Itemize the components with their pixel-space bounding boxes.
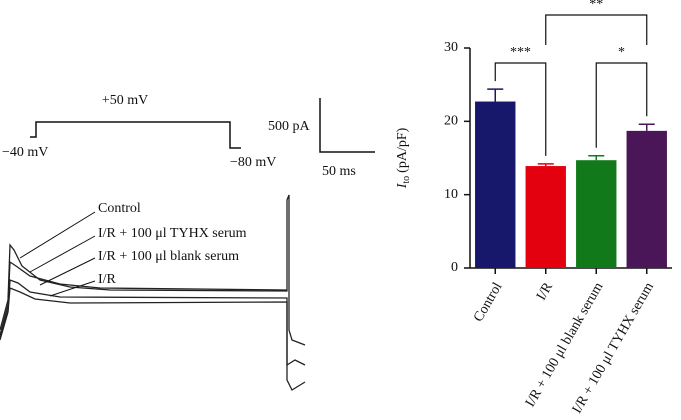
protocol-label: +50 mV xyxy=(102,93,148,108)
protocol-label: −80 mV xyxy=(230,155,276,170)
voltage-protocol xyxy=(30,121,241,149)
significance-bracket xyxy=(494,62,547,156)
scale-label: 50 ms xyxy=(322,164,356,179)
trace-label: I/R xyxy=(98,272,117,287)
bar xyxy=(525,166,566,268)
y-tick-label: 30 xyxy=(444,40,458,55)
trace-leaders xyxy=(19,211,96,297)
significance-bracket xyxy=(545,14,648,45)
x-tick-label: Control xyxy=(471,280,505,325)
trace-label: Control xyxy=(98,201,141,216)
significance-bracket xyxy=(595,62,648,148)
trace-label: I/R + 100 μl TYHX serum xyxy=(98,226,247,241)
bar xyxy=(576,160,617,268)
significance-label: * xyxy=(618,45,625,60)
significance-label: *** xyxy=(510,45,531,60)
y-axis-label: Ito(pA/pF) xyxy=(395,127,412,189)
bar xyxy=(475,101,516,269)
scale-bar xyxy=(319,98,375,153)
current-traces xyxy=(0,194,306,391)
y-tick-label: 0 xyxy=(451,260,458,275)
trace-label: I/R + 100 μl blank serum xyxy=(98,249,239,264)
bar xyxy=(626,130,667,268)
protocol-label: −40 mV xyxy=(2,145,48,160)
scale-label: 500 pA xyxy=(268,119,311,134)
y-tick-label: 20 xyxy=(444,114,458,129)
x-tick-label: I/R xyxy=(534,280,556,304)
y-tick-label: 10 xyxy=(444,187,458,202)
significance-label: ** xyxy=(589,0,603,12)
